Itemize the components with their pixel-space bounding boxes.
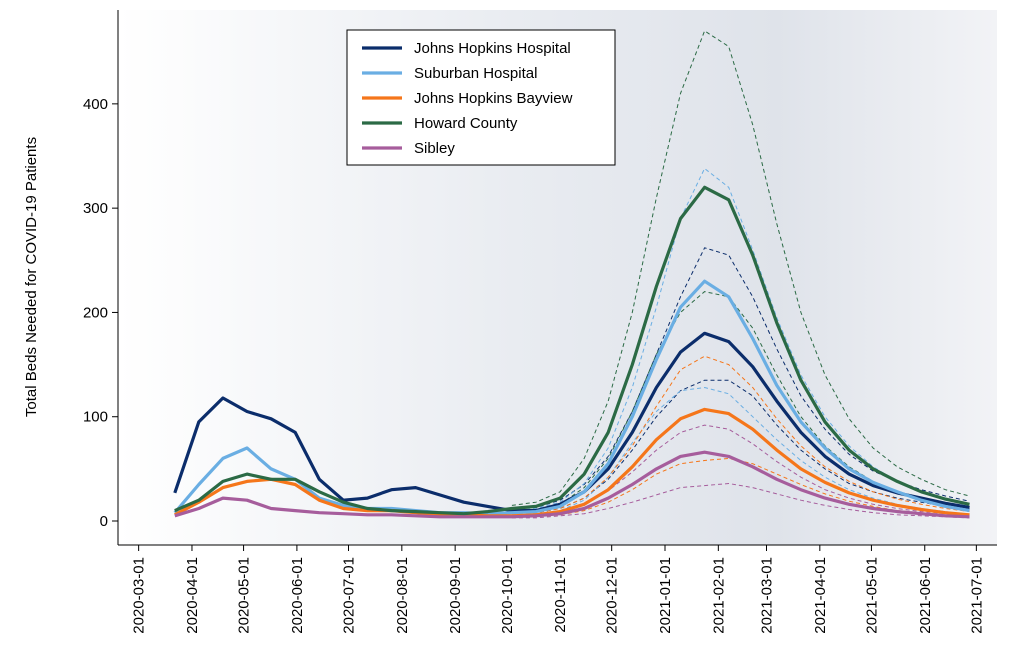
x-tick-label: 2021-03-01 [758,557,775,634]
interval-line [511,355,970,515]
y-tick-label: 0 [100,513,108,530]
y-tick-label: 100 [83,409,108,426]
x-tick-label: 2020-07-01 [341,557,358,634]
y-tick-label: 300 [83,200,108,217]
x-tick-label: 2020-11-01 [552,557,569,633]
y-tick-label: 400 [83,96,108,113]
x-tick-label: 2020-03-01 [131,557,148,634]
legend-label: Howard County [414,115,518,132]
x-tick-label: 2021-01-01 [657,557,674,634]
y-axis-label: Total Beds Needed for COVID-19 Patients [23,137,40,417]
x-tick-label: 2020-06-01 [289,557,306,634]
x-tick-label: 2021-06-01 [917,557,934,634]
series-line [174,185,970,516]
series-line [173,279,970,516]
interval-line [511,482,970,519]
legend-label: Johns Hopkins Hospital [414,40,571,57]
x-tick-label: 2020-04-01 [184,557,201,634]
x-tick-label: 2020-08-01 [394,557,411,634]
plot [173,30,970,519]
legend-label: Sibley [414,140,455,157]
x-tick-label: 2021-04-01 [812,557,829,634]
x-tick-label: 2020-12-01 [604,557,621,634]
x-tick-label: 2021-02-01 [710,557,727,634]
y-tick-label: 200 [83,304,108,321]
series-line [174,407,970,518]
legend: Johns Hopkins Hospital Suburban Hospital J… [346,29,616,166]
x-tick-label: 2020-05-01 [236,557,253,634]
legend-label: Johns Hopkins Bayview [414,90,573,107]
x-tick-label: 2020-10-01 [499,557,516,634]
legend-label: Suburban Hospital [414,65,537,82]
x-tick-label: 2021-07-01 [968,557,985,634]
x-tick-label: 2021-05-01 [863,557,880,634]
series-line [174,450,970,519]
x-tick-label: 2020-09-01 [447,557,464,634]
interval-line [511,247,970,509]
